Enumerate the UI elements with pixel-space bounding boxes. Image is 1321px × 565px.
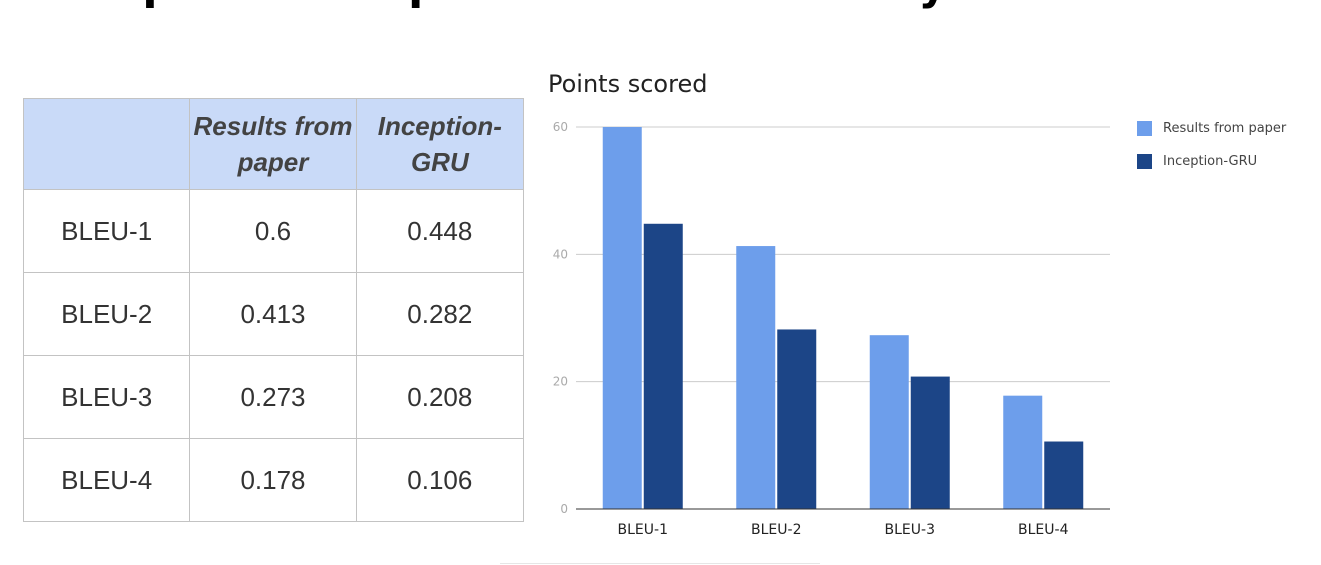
row-label: BLEU-2: [22, 272, 191, 356]
bar-inception-bleu-3: [910, 376, 950, 509]
bar-inception-bleu-2: [777, 329, 817, 509]
x-tick-label: BLEU-4: [1018, 522, 1069, 538]
cell-inception: 0.208: [355, 355, 525, 439]
cell-inception: 0.282: [355, 272, 525, 356]
legend-swatch-inception: [1137, 153, 1152, 169]
bar-paper-bleu-2: [736, 246, 776, 509]
bar-chart: 0 20 40 60 BLEU-1 BLEU-2 BLEU-3 BLEU-4: [553, 120, 1110, 538]
cell-inception: 0.448: [355, 189, 525, 273]
legend-swatch-paper: [1137, 120, 1152, 136]
results-table: Results from paper Inception-GRU BLEU-1 …: [22, 98, 525, 522]
legend-item-inception-gru: Inception-GRU: [1137, 151, 1286, 171]
bar-paper-bleu-1: [602, 127, 642, 509]
table-header-row: Results from paper Inception-GRU: [22, 98, 525, 190]
x-tick-label: BLEU-2: [751, 522, 801, 538]
chart-legend: Results from paper Inception-GRU: [1137, 118, 1286, 184]
y-tick-label: 60: [553, 120, 568, 134]
table-row: BLEU-4 0.178 0.106: [22, 438, 525, 522]
chart-title: Points scored: [548, 70, 708, 98]
page-title: Comparison of performance from my model: [34, 0, 1034, 10]
table-row: BLEU-3 0.273 0.208: [22, 355, 525, 439]
row-label: BLEU-3: [22, 355, 191, 439]
x-tick-label: BLEU-3: [885, 522, 935, 538]
table-row: BLEU-2 0.413 0.282: [22, 272, 525, 356]
x-tick-label: BLEU-1: [618, 522, 668, 538]
cell-paper: 0.6: [189, 189, 357, 273]
legend-label: Inception-GRU: [1163, 153, 1258, 169]
bar-inception-bleu-1: [643, 223, 683, 510]
header-empty: [22, 98, 191, 190]
row-label: BLEU-4: [22, 438, 191, 522]
legend-item-results-from-paper: Results from paper: [1137, 118, 1286, 138]
table-row: BLEU-1 0.6 0.448: [22, 189, 525, 273]
cell-paper: 0.413: [189, 272, 357, 356]
cell-inception: 0.106: [355, 438, 525, 522]
row-label: BLEU-1: [22, 189, 191, 273]
y-tick-label: 40: [553, 247, 568, 261]
bar-paper-bleu-3: [869, 335, 909, 509]
y-tick-label: 20: [553, 375, 568, 389]
bar-paper-bleu-4: [1003, 395, 1043, 509]
legend-label: Results from paper: [1163, 120, 1287, 136]
header-results-from-paper: Results from paper: [189, 98, 357, 190]
y-tick-label: 0: [560, 502, 568, 516]
divider: [500, 563, 820, 564]
cell-paper: 0.273: [189, 355, 357, 439]
bar-inception-bleu-4: [1044, 441, 1084, 509]
cell-paper: 0.178: [189, 438, 357, 522]
header-inception-gru: Inception-GRU: [355, 98, 525, 190]
